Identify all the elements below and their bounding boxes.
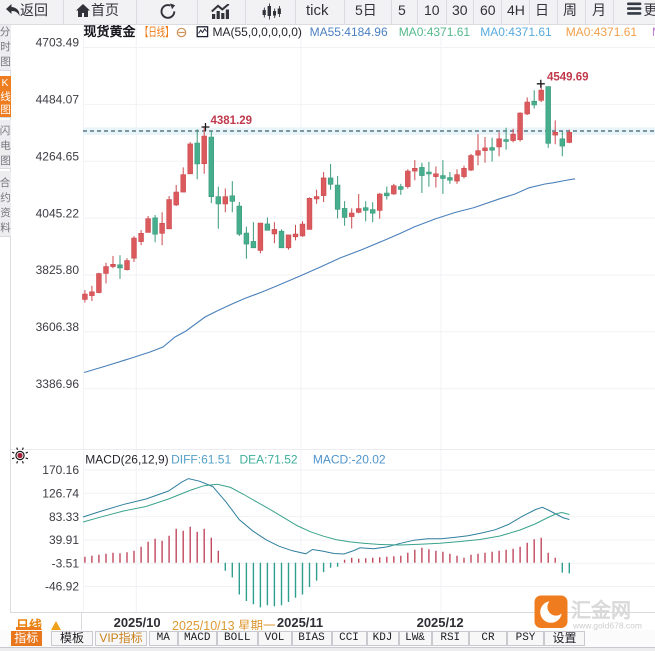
svg-text:4703.49: 4703.49 [36,36,80,50]
svg-text:【日线】: 【日线】 [140,25,174,39]
svg-text:DEA:71.52: DEA:71.52 [240,453,298,467]
svg-text:www.gold678.com: www.gold678.com [572,621,642,631]
svg-text:MA0:4371.61: MA0:4371.61 [652,25,655,39]
svg-text:4484.07: 4484.07 [36,93,80,107]
svg-text:3386.96: 3386.96 [36,377,80,391]
svg-text:汇金网: 汇金网 [571,598,631,622]
svg-text:MA(55,0,0,0,0,0): MA(55,0,0,0,0,0) [213,25,302,39]
svg-text:MACD:-20.02: MACD:-20.02 [313,453,386,467]
svg-text:-3.51: -3.51 [52,556,80,570]
svg-text:3606.38: 3606.38 [36,320,80,334]
svg-text:MACD(26,12,9): MACD(26,12,9) [85,453,168,467]
svg-text:4549.69: 4549.69 [547,72,589,84]
svg-text:39.91: 39.91 [49,533,79,547]
svg-text:170.16: 170.16 [42,463,79,477]
svg-text:DIFF:61.51: DIFF:61.51 [171,453,231,467]
svg-text:MA0:4371.61: MA0:4371.61 [399,25,471,39]
svg-text:83.33: 83.33 [49,510,79,524]
svg-text:MA0:4371.61: MA0:4371.61 [566,25,638,39]
svg-text:MA0:4371.61: MA0:4371.61 [480,25,552,39]
svg-text:-46.92: -46.92 [45,580,79,594]
svg-text:4045.22: 4045.22 [36,206,80,220]
svg-text:3825.80: 3825.80 [36,263,80,277]
svg-text:现货黄金: 现货黄金 [84,24,137,39]
svg-text:MA55:4184.96: MA55:4184.96 [310,25,388,39]
svg-text:4264.65: 4264.65 [36,149,80,163]
svg-text:126.74: 126.74 [42,487,79,501]
svg-text:4381.29: 4381.29 [211,115,253,127]
